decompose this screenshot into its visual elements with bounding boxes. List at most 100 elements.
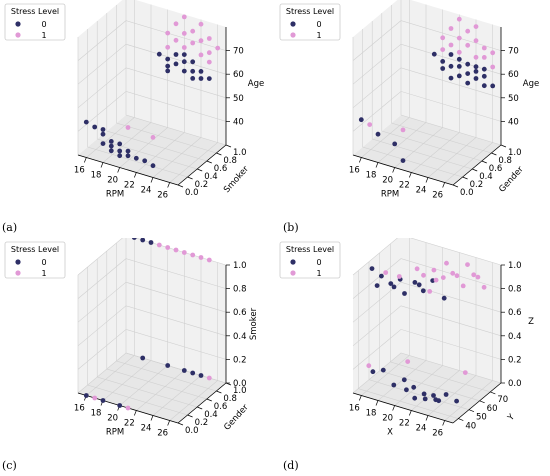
scatter3d-a: 16 18 20 22 24 26 0.00.20.40.60.81.0 40 50 60 70 RP… bbox=[4, 0, 264, 201]
axes bbox=[352, 265, 502, 424]
grid-z bbox=[352, 305, 502, 347]
grid-z bbox=[77, 258, 227, 299]
data-point bbox=[443, 392, 449, 397]
y-tick bbox=[490, 391, 496, 395]
axes bbox=[352, 27, 502, 186]
y-tick-label: 1.0 bbox=[233, 148, 247, 158]
data-point bbox=[448, 63, 454, 69]
x-tick bbox=[409, 410, 412, 416]
legend-box bbox=[279, 3, 341, 41]
data-point bbox=[450, 270, 456, 276]
legend-marker bbox=[15, 270, 21, 276]
data-point bbox=[401, 377, 407, 383]
data-point bbox=[396, 274, 402, 279]
data-point bbox=[181, 14, 187, 20]
data-point bbox=[108, 139, 114, 144]
data-point bbox=[173, 21, 179, 27]
scatter3d-c: 16 18 20 22 24 26 0.00.20.40.60.81.00.00.20.40… bbox=[4, 238, 259, 439]
x-tick-label: 24 bbox=[141, 186, 152, 196]
y-axis-line bbox=[177, 144, 227, 186]
data-point bbox=[412, 395, 418, 401]
z-tick-label: 0.6 bbox=[233, 308, 247, 318]
data-point bbox=[465, 71, 471, 76]
data-point bbox=[448, 42, 454, 48]
y-tick-label: 0.0 bbox=[185, 188, 199, 198]
z-axis-label: Smoker bbox=[249, 307, 259, 340]
x-tick-label: 18 bbox=[366, 409, 377, 419]
data-point bbox=[198, 21, 204, 27]
grid-y bbox=[106, 13, 207, 162]
x-tick bbox=[84, 157, 87, 163]
x-tick bbox=[167, 182, 170, 188]
data-point bbox=[190, 252, 196, 258]
grid-z bbox=[77, 305, 227, 347]
data-point bbox=[206, 375, 212, 381]
legend: Stress Level 0 1 bbox=[279, 3, 341, 41]
data-point bbox=[421, 391, 427, 397]
data-point bbox=[100, 131, 106, 137]
x-axis-line bbox=[352, 392, 454, 424]
z-tick-label: 0.8 bbox=[233, 285, 247, 295]
pane-left bbox=[353, 0, 401, 155]
y-tick bbox=[458, 418, 464, 421]
x-tick-label: 26 bbox=[432, 191, 443, 201]
z-tick-label: 60 bbox=[233, 70, 244, 80]
z-tick-label: 50 bbox=[508, 94, 519, 104]
x-tick bbox=[359, 157, 362, 163]
data-point bbox=[481, 55, 487, 60]
legend-box bbox=[4, 241, 66, 279]
x-tick-label: 18 bbox=[91, 171, 102, 181]
legend-marker bbox=[15, 32, 21, 38]
data-point bbox=[422, 396, 428, 402]
data-point bbox=[490, 83, 496, 89]
y-tick-label: 50 bbox=[476, 413, 487, 423]
data-point bbox=[198, 76, 204, 81]
x-tick-label: 22 bbox=[399, 181, 410, 191]
y-tick-label: 0.2 bbox=[195, 180, 209, 190]
data-point bbox=[181, 31, 187, 36]
data-point bbox=[456, 16, 462, 22]
data-point bbox=[165, 44, 171, 50]
grid-y bbox=[125, 0, 227, 146]
pane-floor bbox=[353, 115, 501, 185]
data-point bbox=[414, 266, 420, 272]
data-point bbox=[165, 56, 171, 62]
data-point bbox=[165, 68, 171, 74]
data-point bbox=[440, 275, 446, 280]
data-point bbox=[206, 59, 212, 65]
y-tick bbox=[481, 160, 487, 164]
z-tick-label: 40 bbox=[233, 117, 244, 127]
data-point bbox=[380, 367, 386, 373]
data-point bbox=[427, 289, 433, 294]
y-tick-label: 0.8 bbox=[223, 394, 237, 404]
legend-box bbox=[279, 241, 341, 279]
data-point bbox=[150, 163, 156, 169]
data-point bbox=[198, 255, 204, 260]
series-0 bbox=[83, 238, 204, 408]
x-tick bbox=[442, 420, 445, 426]
z-tick-label: 1.0 bbox=[508, 261, 522, 271]
data-point bbox=[421, 272, 426, 278]
z-tick-label: 0.8 bbox=[508, 285, 522, 295]
data-point bbox=[481, 45, 487, 51]
legend-title: Stress Level bbox=[11, 245, 59, 254]
y-tick-label: 0.6 bbox=[489, 164, 503, 174]
data-point bbox=[173, 247, 179, 253]
x-tick-label: 24 bbox=[416, 424, 427, 434]
x-tick-label: 16 bbox=[349, 404, 360, 414]
panel-label-d: (d) bbox=[283, 459, 299, 472]
grid-y bbox=[96, 21, 198, 170]
x-tick-label: 20 bbox=[107, 414, 118, 424]
z-tick-label: 0.4 bbox=[233, 332, 247, 342]
y-tick bbox=[216, 152, 222, 156]
x-tick bbox=[100, 162, 104, 168]
x-tick bbox=[167, 420, 170, 426]
grid-z bbox=[352, 281, 502, 323]
x-tick-label: 18 bbox=[91, 409, 102, 419]
panel-c: 16 18 20 22 24 26 0.0 0.2 0.4 0.6 0.8 1.0 0.0 0.2 0.4 0… bbox=[0, 238, 275, 476]
data-point bbox=[198, 38, 204, 44]
data-point bbox=[181, 368, 187, 373]
z-tick-label: 70 bbox=[508, 47, 519, 57]
data-point bbox=[481, 66, 487, 72]
y-tick-label: 0.4 bbox=[204, 172, 218, 182]
